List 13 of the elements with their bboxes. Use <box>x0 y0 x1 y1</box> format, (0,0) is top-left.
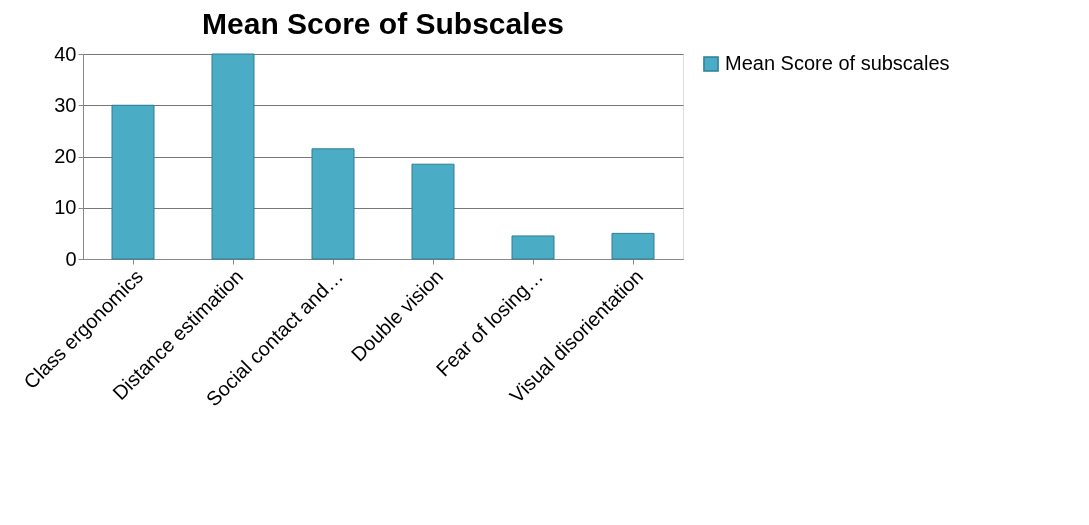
bar <box>211 53 255 260</box>
y-tick-label: 30 <box>54 93 77 116</box>
bar <box>111 104 155 260</box>
bar <box>411 163 455 260</box>
bar <box>311 148 355 260</box>
bar <box>611 232 655 260</box>
y-tick-label: 40 <box>54 42 77 65</box>
y-tick-label: 20 <box>54 145 77 167</box>
chart-title: Mean Score of Subscales <box>202 7 564 40</box>
y-tick-label: 0 <box>65 247 77 270</box>
legend-label: Mean Score of subscales <box>725 52 950 74</box>
bar <box>511 235 555 260</box>
y-tick-label: 10 <box>54 196 77 219</box>
